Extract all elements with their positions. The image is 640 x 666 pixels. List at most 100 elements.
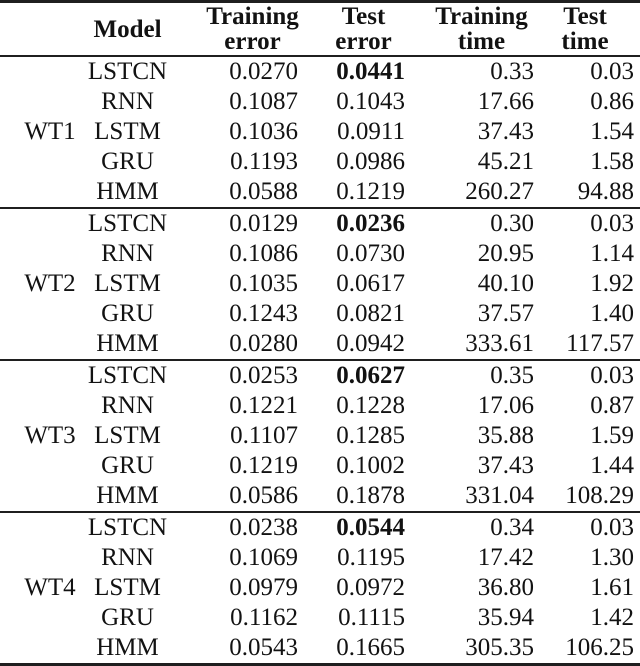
cell-test-error: 0.1002 <box>336 452 405 479</box>
header-training-time-line1: Training <box>435 3 528 30</box>
cell-training-time: 37.43 <box>477 118 534 145</box>
cell-test-error-best: 0.0544 <box>336 514 405 541</box>
cell-training-time: 37.57 <box>477 300 534 327</box>
header-test-error-line2: error <box>335 28 392 55</box>
table-row: RNN 0.1221 0.1228 17.06 0.87 <box>0 391 640 421</box>
cell-test-time: 0.03 <box>590 514 634 541</box>
cell-training-time: 45.21 <box>477 148 534 175</box>
group-wt3: WT3 LSTCN 0.0253 0.0627 0.35 0.03 RNN 0.… <box>0 360 640 512</box>
cell-training-error: 0.1193 <box>230 148 298 175</box>
cell-training-time: 305.35 <box>465 634 534 661</box>
cell-test-time: 106.25 <box>565 634 634 661</box>
table-row: RNN 0.1086 0.0730 20.95 1.14 <box>0 239 640 269</box>
cell-test-time: 1.54 <box>590 118 634 145</box>
cell-test-error: 0.0911 <box>337 118 405 145</box>
cell-test-time: 0.87 <box>590 392 634 419</box>
cell-training-error: 0.1035 <box>229 270 298 297</box>
header-test-error: Test error <box>310 2 417 57</box>
table-row: WT1 LSTCN 0.0270 0.0441 0.33 0.03 <box>0 56 640 145</box>
group-label: WT1 <box>24 118 76 145</box>
cell-test-error-best: 0.0627 <box>336 362 405 389</box>
header-training-error-line2: error <box>224 28 281 55</box>
table-row: RNN 0.1069 0.1195 17.42 1.30 <box>0 543 640 573</box>
cell-training-time: 20.95 <box>477 240 534 267</box>
cell-training-error: 0.1069 <box>229 544 298 571</box>
header-model-label: Model <box>93 15 162 43</box>
header-test-time-line2: time <box>561 28 609 55</box>
cell-training-time: 17.06 <box>477 392 534 419</box>
cell-training-error: 0.0270 <box>229 58 298 85</box>
group-label: WT4 <box>24 574 76 601</box>
cell-test-error: 0.0617 <box>336 270 405 297</box>
table-row: LSTM 0.1035 0.0617 40.10 1.92 <box>0 269 640 299</box>
cell-test-time: 1.58 <box>590 148 634 175</box>
header-training-error: Training error <box>175 2 310 57</box>
header-training-time-line2: time <box>457 28 506 55</box>
table-row: WT2 LSTCN 0.0129 0.0236 0.30 0.03 <box>0 208 640 297</box>
group-wt2: WT2 LSTCN 0.0129 0.0236 0.30 0.03 RNN 0.… <box>0 208 640 360</box>
header-test-time: Test time <box>546 2 640 57</box>
cell-test-time: 1.59 <box>590 422 634 449</box>
cell-training-error: 0.0543 <box>229 634 298 661</box>
cell-test-time: 108.29 <box>565 482 634 509</box>
cell-test-error: 0.0821 <box>336 300 405 327</box>
cell-training-time: 35.88 <box>477 422 534 449</box>
cell-model: LSTM <box>94 270 161 297</box>
table-row: RNN 0.1087 0.1043 17.66 0.86 <box>0 87 640 117</box>
group-label: WT3 <box>24 422 76 449</box>
cell-training-error: 0.0238 <box>229 514 298 541</box>
cell-test-error: 0.0730 <box>336 240 405 267</box>
cell-model: LSTM <box>94 574 161 601</box>
cell-test-time: 117.57 <box>566 330 634 357</box>
cell-test-error: 0.1228 <box>336 392 405 419</box>
cell-test-time: 1.92 <box>590 270 634 297</box>
cell-training-time: 37.43 <box>477 452 534 479</box>
cell-test-error: 0.1195 <box>337 544 405 571</box>
cell-test-error-best: 0.0236 <box>336 210 405 237</box>
cell-training-time: 0.33 <box>490 58 534 85</box>
cell-model: LSTCN <box>87 362 168 389</box>
cell-test-error: 0.0942 <box>336 330 405 357</box>
cell-test-time: 1.61 <box>590 574 634 601</box>
cell-test-time: 1.30 <box>590 544 634 571</box>
table-row: LSTM 0.1036 0.0911 37.43 1.54 <box>0 117 640 147</box>
cell-training-time: 333.61 <box>465 330 534 357</box>
cell-training-error: 0.1219 <box>229 452 298 479</box>
cell-test-error: 0.1115 <box>338 604 405 631</box>
cell-test-time: 0.86 <box>590 88 634 115</box>
cell-training-time: 0.35 <box>490 362 534 389</box>
cell-test-time: 0.03 <box>590 210 634 237</box>
cell-training-error: 0.0588 <box>229 178 298 205</box>
table-header: Model Training error Test error Training… <box>0 2 640 57</box>
header-test-time-line1: Test <box>563 3 607 30</box>
cell-test-time: 94.88 <box>577 178 634 205</box>
cell-training-error: 0.1243 <box>229 300 298 327</box>
cell-model: LSTM <box>94 422 161 449</box>
cell-model: RNN <box>101 240 154 267</box>
header-model: Model <box>80 2 175 57</box>
cell-model: LSTCN <box>87 210 168 237</box>
cell-training-error: 0.0586 <box>229 482 298 509</box>
cell-training-error: 0.1107 <box>230 422 298 449</box>
cell-model: HMM <box>96 482 159 509</box>
table-row: GRU 0.1162 0.1115 35.94 1.42 <box>0 603 640 633</box>
cell-model: HMM <box>96 634 159 661</box>
cell-model: GRU <box>101 148 154 175</box>
cell-test-time: 1.14 <box>590 240 634 267</box>
cell-test-time: 0.03 <box>590 362 634 389</box>
cell-training-error: 0.1087 <box>229 88 298 115</box>
cell-test-error: 0.1878 <box>336 482 405 509</box>
group-wt1: WT1 LSTCN 0.0270 0.0441 0.33 0.03 RNN 0.… <box>0 56 640 208</box>
cell-training-error: 0.1162 <box>230 604 298 631</box>
header-row: Model Training error Test error Training… <box>0 2 640 57</box>
table-row: LSTM 0.0979 0.0972 36.80 1.61 <box>0 573 640 603</box>
header-training-time: Training time <box>417 2 546 57</box>
cell-training-error: 0.1036 <box>229 118 298 145</box>
table-row: WT4 LSTCN 0.0238 0.0544 0.34 0.03 <box>0 512 640 601</box>
cell-model: GRU <box>101 300 154 327</box>
cell-test-error: 0.1043 <box>336 88 405 115</box>
cell-training-time: 0.34 <box>490 514 534 541</box>
table-row: HMM 0.0586 0.1878 331.04 108.29 <box>0 481 640 512</box>
